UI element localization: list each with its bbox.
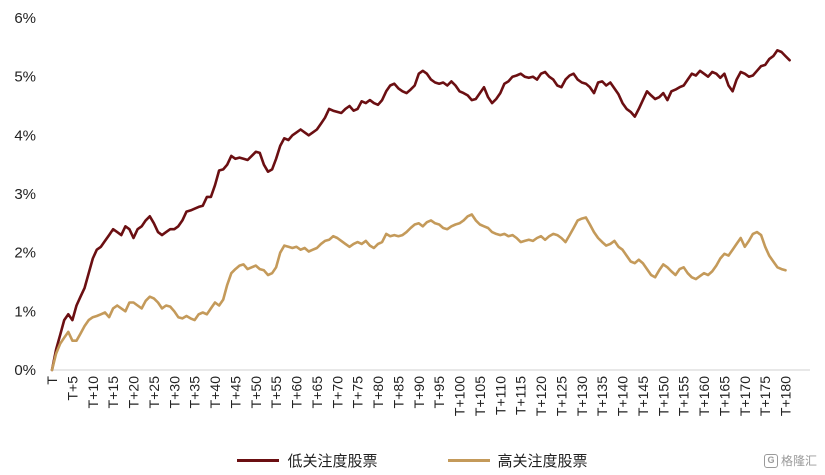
series-line-low-attention: [50, 48, 791, 372]
x-tick-label: T+50: [248, 376, 264, 409]
x-tick-label: T+160: [696, 376, 712, 416]
x-tick-label: T+70: [329, 376, 345, 409]
gelonghui-logo-icon: G: [763, 453, 778, 468]
x-tick-label: T+35: [187, 376, 203, 409]
series-lines: [50, 48, 791, 372]
x-tick-label: T+90: [411, 376, 427, 409]
y-tick-label: 6%: [14, 10, 36, 27]
x-tick-label: T+120: [533, 376, 549, 416]
x-tick-label: T: [44, 376, 60, 385]
x-tick-label: T+45: [227, 376, 243, 409]
x-tick-label: T+130: [574, 376, 590, 416]
y-tick-label: 3%: [14, 186, 36, 203]
x-tick-label: T+170: [737, 376, 753, 416]
y-tick-label: 4%: [14, 127, 36, 144]
x-tick-label: T+150: [655, 376, 671, 416]
x-tick-label: T+145: [635, 376, 651, 416]
x-tick-label: T+115: [513, 376, 529, 415]
y-tick-label: 1%: [14, 303, 36, 320]
series-line-high-attention: [50, 213, 787, 372]
x-tick-label: T+165: [716, 376, 732, 416]
x-tick-label: T+180: [778, 376, 794, 416]
x-tick-label: T+10: [85, 376, 101, 409]
y-tick-label: 2%: [14, 245, 36, 262]
x-tick-label: T+135: [594, 376, 610, 416]
x-tick-label: T+5: [64, 376, 80, 401]
y-tick-label: 5%: [14, 69, 36, 86]
x-tick-label: T+30: [166, 376, 182, 409]
watermark: G 格隆汇: [763, 452, 817, 469]
x-tick-label: T+65: [309, 376, 325, 409]
x-tick-label: T+95: [431, 376, 447, 409]
x-tick-label: T+25: [146, 376, 162, 409]
legend-swatch-low-attention: [237, 458, 280, 462]
y-tick-label: 0%: [14, 362, 36, 379]
legend-item-low-attention: 低关注度股票: [237, 450, 378, 471]
legend: 低关注度股票 高关注度股票: [0, 449, 825, 471]
legend-item-high-attention: 高关注度股票: [447, 450, 588, 471]
x-tick-label: T+125: [553, 376, 569, 416]
x-tick-label: T+80: [370, 376, 386, 409]
line-chart: 0%1%2%3%4%5%6% T T+5 T+10 T+15 T+20 T+25 T+30 T…: [14, 10, 810, 417]
x-tick-label: T+75: [350, 376, 366, 409]
legend-swatch-high-attention: [447, 458, 490, 462]
x-tick-label: T+100: [452, 376, 468, 416]
y-axis-ticks: 0% 1% 2% 3% 4% 5% 6%: [14, 10, 36, 379]
x-tick-label: T+60: [289, 376, 305, 409]
x-tick-label: T+110: [492, 376, 508, 415]
x-axis-ticks: T T+5 T+10 T+15 T+20 T+25 T+30 T+35 T+40 T+45 T+50…: [44, 376, 794, 417]
watermark-text: 格隆汇: [780, 454, 817, 468]
x-tick-label: T+20: [126, 376, 142, 409]
x-tick-label: T+155: [676, 376, 692, 416]
x-tick-label: T+85: [390, 376, 406, 409]
x-tick-label: T+140: [615, 376, 631, 416]
x-tick-label: T+105: [472, 376, 488, 416]
legend-label-high-attention: 高关注度股票: [497, 452, 588, 470]
x-tick-label: T+175: [757, 376, 773, 416]
legend-label-low-attention: 低关注度股票: [287, 452, 378, 470]
x-tick-label: T+15: [105, 376, 121, 409]
x-tick-label: T+40: [207, 376, 223, 409]
x-tick-label: T+55: [268, 376, 284, 409]
